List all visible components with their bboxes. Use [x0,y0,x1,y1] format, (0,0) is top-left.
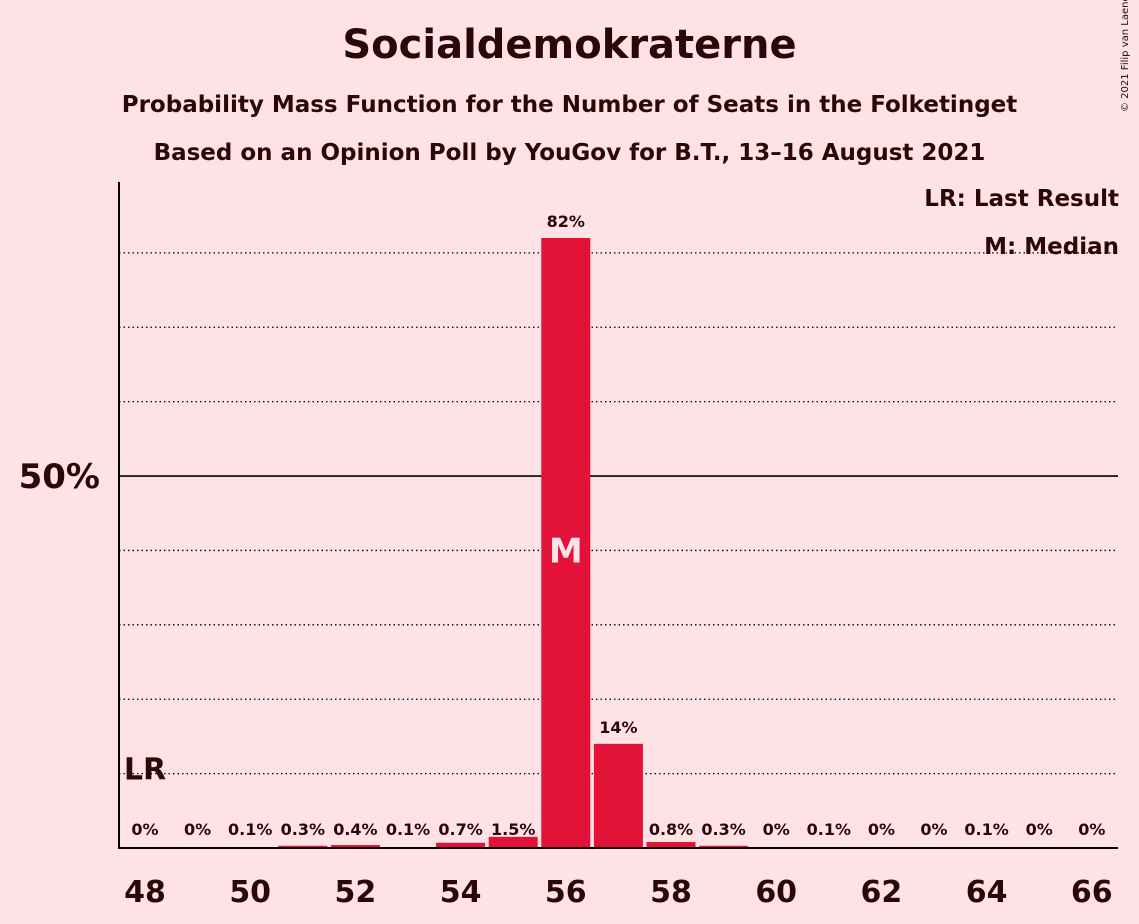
x-tick-label: 52 [335,875,377,910]
bar [278,845,328,848]
median-marker: M [549,531,583,571]
bar [541,238,591,848]
bar [593,743,643,848]
chart-source-line: Based on an Opinion Poll by YouGov for B… [153,140,986,166]
bar-value-label: 0.4% [333,820,377,839]
bar [436,842,486,848]
bar-value-label: 0% [868,820,895,839]
axes: 50% [19,182,1118,849]
y-tick-label: 50% [19,457,100,497]
bar-value-label: 0% [920,820,947,839]
bar-value-label: 0.1% [807,820,851,839]
x-tick-labels: 48 50 52 54 56 58 60 62 64 66 [124,875,1113,910]
bar-value-label: 1.5% [491,820,535,839]
x-tick-label: 56 [545,875,587,910]
chart-subtitle: Probability Mass Function for the Number… [121,92,1018,118]
bar-value-label: 82% [547,212,585,231]
bar-value-label: 0.8% [649,820,693,839]
bar-value-label: 0.7% [438,820,482,839]
bar [646,842,696,848]
bar-value-label: 0.1% [964,820,1008,839]
bar [330,845,380,848]
bar-value-label: 0.1% [386,820,430,839]
bar [699,845,749,848]
chart-title: Socialdemokraterne [342,22,797,68]
bar-value-label: 0% [131,820,158,839]
bar-value-label: 0% [1078,820,1105,839]
markers: M LR [124,531,583,787]
bar [488,836,538,848]
x-tick-label: 62 [861,875,903,910]
x-tick-label: 54 [440,875,482,910]
x-tick-label: 58 [650,875,692,910]
gridlines [119,252,1118,775]
x-tick-label: 60 [755,875,797,910]
bar-value-label: 0% [763,820,790,839]
x-tick-label: 50 [229,875,271,910]
x-tick-label: 48 [124,875,166,910]
bar-value-labels: 0% 0% 0.1% 0.3% 0.4% 0.1% 0.7% 1.5% 82% 14% 0.8% 0.… [131,212,1105,839]
bar-value-label: 0.3% [281,820,325,839]
bar-value-label: 0.1% [228,820,272,839]
bar-value-label: 14% [599,718,637,737]
legend-last-result: LR: Last Result [924,186,1119,212]
legend-median: M: Median [984,234,1119,260]
bar-value-label: 0.3% [701,820,745,839]
bar-value-label: 0% [184,820,211,839]
bar-value-label: 0% [1026,820,1053,839]
last-result-marker: LR [124,753,166,788]
bars [225,238,1012,849]
x-tick-label: 66 [1071,875,1113,910]
x-tick-label: 64 [966,875,1008,910]
